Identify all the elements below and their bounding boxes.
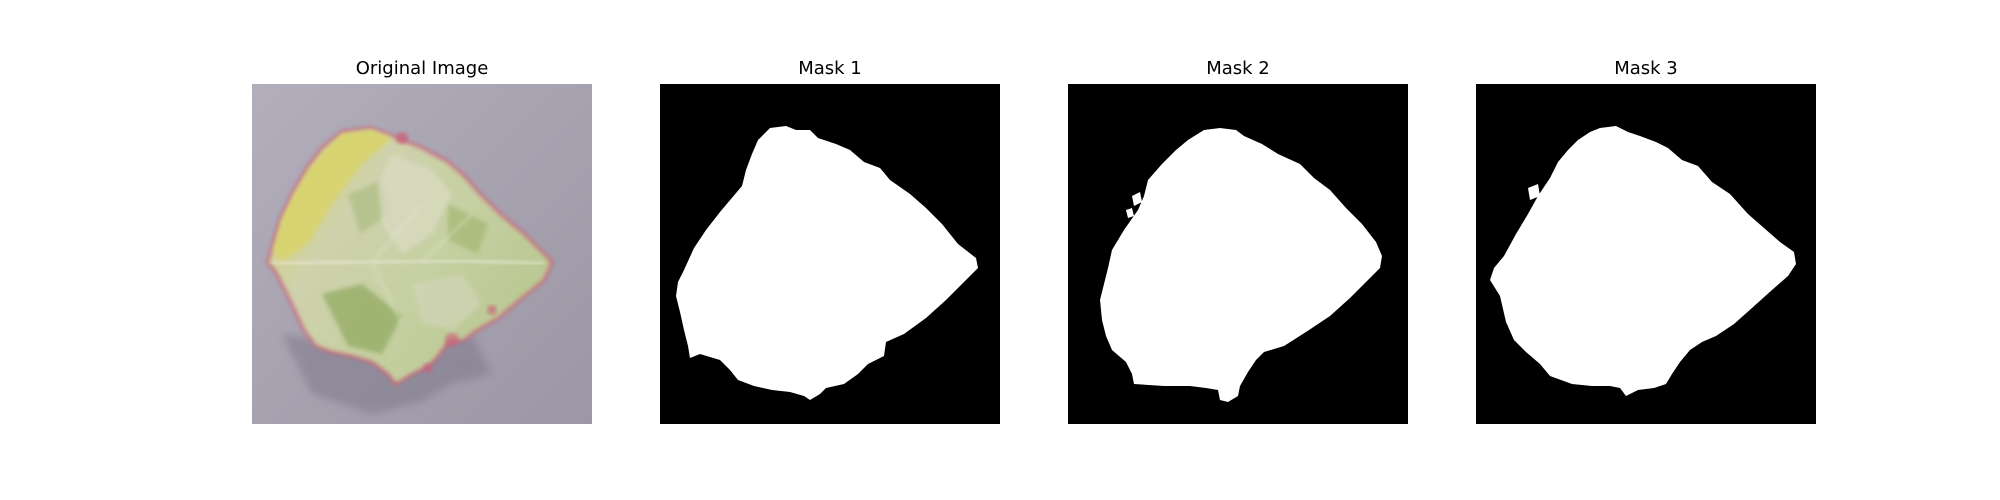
leaf-vein bbox=[371, 203, 423, 263]
leaf-red-spot bbox=[487, 305, 497, 315]
panel-title: Mask 2 bbox=[1206, 58, 1270, 79]
mask-image bbox=[660, 84, 1000, 424]
panel-title: Mask 1 bbox=[798, 58, 862, 79]
panel-title: Original Image bbox=[355, 58, 489, 79]
leaf-red-spot bbox=[445, 333, 459, 347]
leaf-vein bbox=[421, 213, 473, 263]
mask-region bbox=[676, 126, 978, 400]
panel-mask-1: Mask 1 bbox=[660, 0, 1000, 430]
leaf-vein bbox=[371, 263, 403, 325]
leaf-red-spot bbox=[396, 132, 408, 144]
panel-mask-3: Mask 3 bbox=[1476, 0, 1816, 430]
mask-image bbox=[1476, 84, 1816, 424]
mask-speckle bbox=[1528, 184, 1540, 200]
mask-speckle bbox=[1132, 192, 1142, 206]
panel-title: Mask 3 bbox=[1614, 58, 1678, 79]
mask-image bbox=[1068, 84, 1408, 424]
panel-original-image: Original Image bbox=[252, 0, 592, 430]
leaf-green-patch bbox=[448, 204, 488, 254]
leaf-green-patch bbox=[322, 284, 402, 354]
mask-region bbox=[1100, 128, 1382, 402]
panel-mask-2: Mask 2 bbox=[1068, 0, 1408, 430]
leaf-photo bbox=[252, 84, 592, 424]
leaf-red-spot bbox=[423, 363, 433, 373]
leaf-midrib bbox=[269, 258, 545, 266]
leaf-pale-region bbox=[378, 154, 452, 254]
mask-speckle bbox=[1126, 208, 1134, 218]
mask-region bbox=[1490, 126, 1796, 396]
leaf-pale-region bbox=[412, 274, 482, 330]
leaf-yellow-region bbox=[274, 130, 392, 262]
